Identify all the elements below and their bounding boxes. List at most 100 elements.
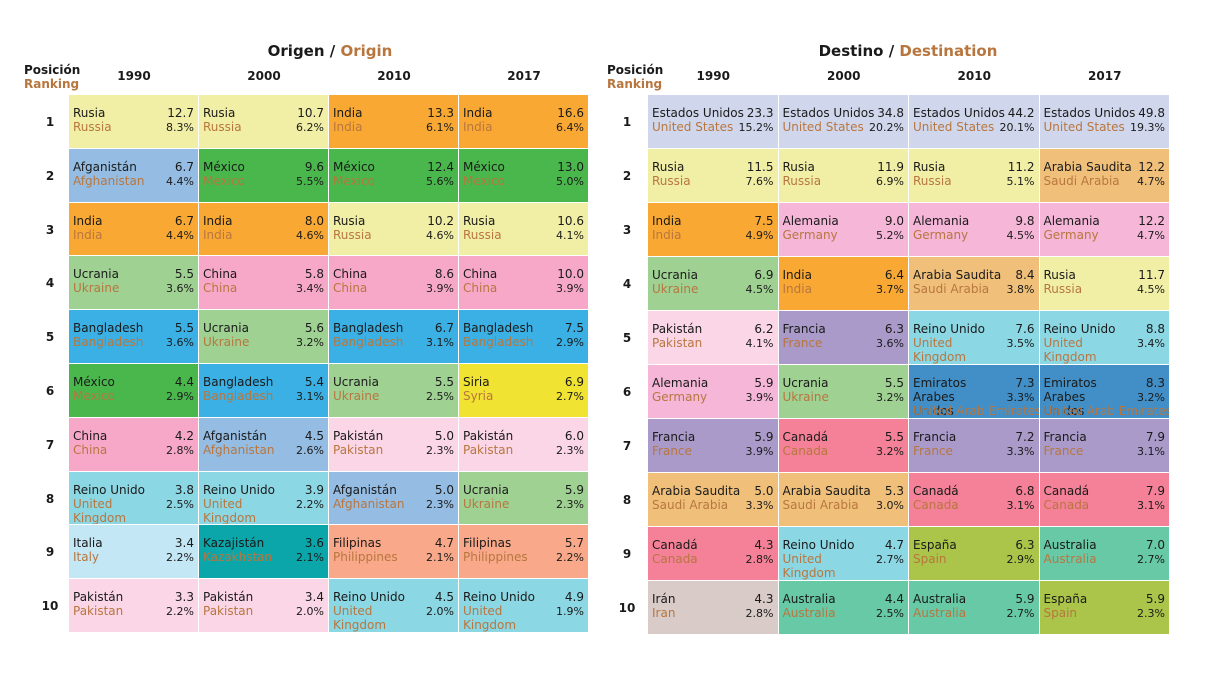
country-name-en: Syria: [463, 389, 494, 403]
country-name-en: Russia: [913, 174, 952, 188]
destination-year-1990: 1990: [696, 69, 730, 83]
migrant-share-percent: 1.9%: [556, 605, 584, 619]
destination-cell-r4-2000: India India 6.4 3.7%: [778, 257, 909, 311]
migrant-share-percent: 5.6%: [426, 174, 454, 188]
migrant-share-percent: 2.1%: [426, 551, 454, 565]
country-name-en: United States: [1043, 120, 1125, 134]
country-name-es: España: [1043, 592, 1088, 606]
origin-cell-r6-2017: Siria Syria 6.9 2.7%: [459, 364, 589, 418]
origin-year-2010: 2010: [377, 69, 411, 83]
migrant-count-value: 7.0: [1145, 538, 1165, 552]
migrant-count-value: 8.8: [1145, 322, 1165, 336]
country-name-es: Rusia: [333, 213, 366, 228]
migrant-count-value: 4.5: [304, 428, 324, 443]
migrant-share-percent: 3.3%: [745, 499, 774, 512]
country-name-es: Italia: [73, 536, 103, 551]
destination-cell-r3-2010: Alemania Germany 9.8 4.5%: [909, 203, 1040, 257]
destination-rank-10: 10: [618, 601, 636, 615]
migrant-count-value: 12.4: [427, 159, 454, 174]
origin-cell-r2-2010: México Mexico 12.4 5.6%: [329, 148, 459, 203]
migrant-share-percent: 3.2%: [876, 391, 904, 404]
country-name-en: Bangladesh: [463, 335, 534, 350]
migrant-share-percent: 2.9%: [556, 336, 584, 350]
migrant-count-value: 12.2: [1138, 214, 1165, 228]
country-name-es: Arabia Saudita: [913, 268, 1002, 282]
destination-cell-r8-2017: Canadá Canada 7.9 3.1%: [1039, 473, 1170, 527]
origin-cell-r10-2010: Reino Unido United Kingdom 4.5 2.0%: [329, 579, 459, 633]
destination-rank-header: Posición Ranking: [607, 63, 663, 91]
destination-year-2000: 2000: [827, 69, 861, 83]
country-name-es: Reino Unido: [913, 322, 985, 336]
origin-title-es: Origen: [267, 42, 325, 60]
migrant-count-value: 49.8: [1138, 106, 1165, 120]
country-name-es: Arabia Saudita: [652, 484, 741, 498]
migrant-count-value: 5.6: [304, 321, 324, 336]
country-name-es: Bangladesh: [203, 375, 274, 389]
destination-cell-r5-2000: Francia France 6.3 3.6%: [778, 311, 909, 365]
origin-rank-6: 6: [45, 383, 55, 398]
country-name-en: France: [782, 336, 823, 350]
country-name-en: Australia: [913, 606, 967, 620]
country-name-en: United Arab Emirates: [913, 404, 1040, 418]
origin-rank-9: 9: [45, 545, 55, 560]
country-name-es: Francia: [652, 430, 696, 444]
migrant-count-value: 5.4: [304, 375, 324, 389]
migrant-count-value: 10.2: [427, 213, 454, 228]
origin-cell-r10-2017: Reino Unido United Kingdom 4.9 1.9%: [459, 579, 589, 633]
country-name-en: United States: [782, 120, 864, 134]
destination-rank-4: 4: [622, 277, 632, 291]
origin-cell-r6-2010: Ucrania Ukraine 5.5 2.5%: [329, 364, 459, 418]
migrant-count-value: 6.8: [1015, 484, 1035, 498]
migrant-count-value: 3.8: [174, 482, 194, 497]
country-name-en: Pakistan: [652, 336, 703, 350]
country-name-en: Bangladesh: [333, 335, 404, 350]
migrant-share-percent: 4.5%: [1006, 229, 1035, 242]
destination-rank-3: 3: [622, 223, 632, 237]
migrant-share-percent: 4.1%: [556, 228, 584, 242]
destination-title-en: Destination: [899, 42, 998, 60]
country-name-en: Philippines: [333, 550, 398, 565]
origin-year-2000: 2000: [247, 69, 281, 83]
migrant-count-value: 5.0: [434, 428, 454, 443]
country-name-es: Ucrania: [463, 482, 509, 497]
migrant-count-value: 6.3: [1015, 538, 1035, 552]
country-name-es: Reino Unido: [203, 482, 275, 497]
country-name-en: United Kingdom: [913, 336, 967, 364]
country-name-en: Philippines: [463, 550, 528, 565]
destination-rank-7: 7: [622, 439, 632, 453]
migrant-share-percent: 19.3%: [1130, 121, 1165, 134]
migrant-count-value: 6.2: [754, 322, 774, 336]
migrant-share-percent: 8.3%: [166, 121, 194, 134]
migrant-share-percent: 6.9%: [876, 175, 904, 188]
migrant-share-percent: 3.4%: [1137, 337, 1165, 350]
country-name-en: United States: [913, 120, 995, 134]
migrant-count-value: 5.9: [1015, 592, 1035, 606]
destination-cell-r2-2000: Rusia Russia 11.9 6.9%: [778, 149, 909, 203]
destination-year-2010: 2010: [957, 69, 991, 83]
destination-year-2017: 2017: [1088, 69, 1122, 83]
country-name-es: Australia: [1043, 538, 1097, 552]
migrant-share-percent: 2.2%: [296, 497, 324, 511]
country-name-es: Francia: [1043, 430, 1087, 444]
destination-cell-r2-1990: Rusia Russia 11.5 7.6%: [648, 149, 779, 203]
country-name-es: China: [73, 428, 108, 443]
destination-rank-5: 5: [622, 331, 632, 345]
country-name-en: Pakistan: [333, 442, 384, 457]
country-name-en: Germany: [782, 228, 838, 242]
origin-cell-r9-2010: Filipinas Philippines 4.7 2.1%: [329, 525, 459, 580]
destination-title: Destino / Destination: [758, 42, 1058, 60]
migrant-share-percent: 3.1%: [296, 390, 324, 403]
migrant-share-percent: 5.2%: [876, 229, 904, 242]
migrant-share-percent: 3.2%: [876, 445, 904, 458]
migrant-share-percent: 2.5%: [426, 390, 454, 403]
destination-rank-6: 6: [622, 385, 632, 399]
country-name-en: Russia: [652, 174, 691, 188]
country-name-es: India: [652, 214, 682, 228]
origin-cell-r3-2010: Rusia Russia 10.2 4.6%: [329, 202, 459, 257]
destination-cell-r8-2010: Canadá Canada 6.8 3.1%: [909, 473, 1040, 527]
origin-cell-r2-1990: Afganistán Afghanistan 6.7 4.4%: [69, 148, 199, 203]
destination-cell-r4-1990: Ucrania Ukraine 6.9 4.5%: [648, 257, 779, 311]
country-name-en: Germany: [1043, 228, 1099, 242]
migrant-share-percent: 2.0%: [426, 605, 454, 619]
migrant-share-percent: 2.8%: [745, 607, 774, 620]
